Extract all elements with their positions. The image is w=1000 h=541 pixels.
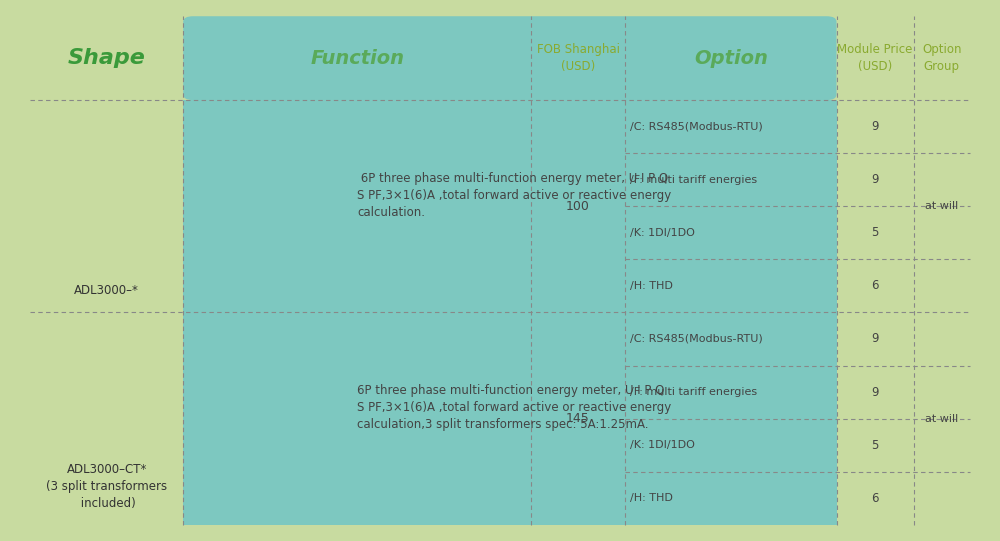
Text: 9: 9 bbox=[871, 333, 879, 346]
Text: Module Price
(USD): Module Price (USD) bbox=[837, 43, 913, 73]
Text: ADL3000–*: ADL3000–* bbox=[74, 284, 139, 298]
Text: /F: multi tariff energies: /F: multi tariff energies bbox=[630, 175, 757, 184]
Text: /F: multi tariff energies: /F: multi tariff energies bbox=[630, 387, 757, 397]
Text: 6P three phase multi-function energy meter, U I P Q
S PF,3×1(6)A ,total forward : 6P three phase multi-function energy met… bbox=[357, 172, 671, 219]
Text: FOB Shanghai
(USD): FOB Shanghai (USD) bbox=[537, 43, 620, 73]
FancyBboxPatch shape bbox=[183, 16, 837, 100]
Text: 6P three phase multi-function energy meter, U I P Q
S PF,3×1(6)A ,total forward : 6P three phase multi-function energy met… bbox=[357, 384, 671, 431]
Text: /C: RS485(Modbus-RTU): /C: RS485(Modbus-RTU) bbox=[630, 334, 763, 344]
Text: 5: 5 bbox=[871, 226, 879, 239]
Text: 9: 9 bbox=[871, 173, 879, 186]
FancyBboxPatch shape bbox=[837, 16, 970, 525]
Bar bbox=[183, 100, 837, 313]
Bar bbox=[183, 313, 837, 525]
Text: /K: 1DI/1DO: /K: 1DI/1DO bbox=[630, 228, 695, 238]
Text: at will: at will bbox=[925, 414, 958, 424]
Text: 6: 6 bbox=[871, 279, 879, 292]
Text: Function: Function bbox=[310, 49, 404, 68]
Text: Shape: Shape bbox=[68, 48, 146, 68]
Text: 145: 145 bbox=[566, 412, 590, 425]
Text: 6: 6 bbox=[871, 492, 879, 505]
Text: Option
Group: Option Group bbox=[922, 43, 962, 73]
Text: 9: 9 bbox=[871, 120, 879, 133]
Text: /H: THD: /H: THD bbox=[630, 493, 673, 503]
Text: ADL3000–CT*
(3 split transformers
 included): ADL3000–CT* (3 split transformers includ… bbox=[46, 464, 167, 510]
Text: /C: RS485(Modbus-RTU): /C: RS485(Modbus-RTU) bbox=[630, 122, 763, 131]
Text: /H: THD: /H: THD bbox=[630, 281, 673, 291]
Text: /K: 1DI/1DO: /K: 1DI/1DO bbox=[630, 440, 695, 450]
Text: at will: at will bbox=[925, 201, 958, 211]
Text: 5: 5 bbox=[871, 439, 879, 452]
Text: 9: 9 bbox=[871, 386, 879, 399]
FancyBboxPatch shape bbox=[30, 16, 183, 525]
Text: 100: 100 bbox=[566, 200, 590, 213]
FancyBboxPatch shape bbox=[30, 16, 970, 525]
Text: Option: Option bbox=[694, 49, 768, 68]
